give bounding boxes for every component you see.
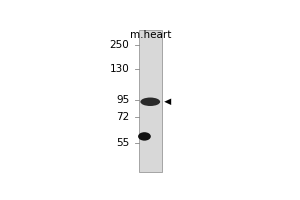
Text: 95: 95 — [116, 95, 129, 105]
Text: 55: 55 — [116, 138, 129, 148]
Ellipse shape — [138, 132, 151, 141]
Text: 250: 250 — [110, 40, 129, 50]
Ellipse shape — [140, 98, 160, 106]
Polygon shape — [164, 99, 171, 105]
Text: m.heart: m.heart — [130, 30, 171, 40]
Text: 72: 72 — [116, 112, 129, 122]
Bar — [139, 30, 162, 172]
Text: 130: 130 — [110, 64, 129, 74]
